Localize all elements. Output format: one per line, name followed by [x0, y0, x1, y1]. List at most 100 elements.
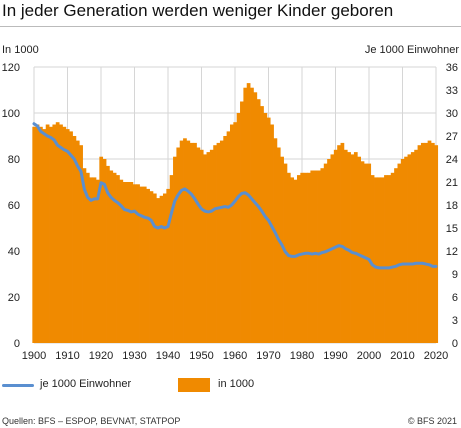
bar-1950: [199, 149, 204, 343]
bar-1993: [343, 149, 348, 343]
bar-1941: [169, 175, 174, 343]
bar-2019: [430, 142, 435, 343]
bar-1964: [246, 83, 251, 343]
bar-1973: [276, 147, 281, 343]
bar-1959: [229, 124, 234, 343]
bar-1904: [45, 124, 50, 343]
bar-1912: [72, 136, 77, 343]
x-tick-label-1980: 1980: [290, 350, 314, 362]
bar-2004: [380, 177, 385, 343]
chart-legend: je 1000 Einwohner in 1000: [0, 377, 461, 393]
bar-2001: [370, 175, 375, 343]
x-tick-label-2000: 2000: [357, 350, 381, 362]
right-tick-label-36: 36: [446, 62, 458, 74]
bar-1944: [179, 140, 184, 343]
bar-1915: [82, 168, 87, 343]
bar-1967: [256, 99, 261, 343]
bar-2014: [414, 149, 418, 343]
bar-1918: [92, 177, 97, 343]
bar-1938: [159, 195, 164, 343]
bar-1963: [243, 87, 248, 343]
legend-line-swatch: [2, 384, 34, 387]
bar-1955: [216, 142, 221, 343]
bar-1958: [226, 131, 231, 343]
title-divider: [0, 26, 461, 27]
bar-1982: [307, 172, 311, 343]
bar-1907: [55, 122, 60, 343]
legend-line-label: je 1000 Einwohner: [40, 378, 132, 390]
right-tick-label-18: 18: [446, 200, 458, 212]
copyright-note: © BFS 2021: [407, 416, 457, 426]
bar-1945: [183, 138, 187, 343]
bar-1939: [162, 193, 167, 343]
right-tick-label-30: 30: [446, 108, 458, 120]
bar-1933: [142, 186, 147, 343]
bar-2002: [374, 177, 378, 343]
bar-1937: [156, 198, 161, 343]
x-tick-label-1920: 1920: [89, 350, 113, 362]
bar-1922: [106, 165, 110, 343]
bar-1978: [293, 179, 298, 343]
bar-1984: [313, 170, 318, 343]
bar-1957: [223, 136, 228, 343]
bar-1931: [136, 184, 140, 343]
x-tick-label-1970: 1970: [256, 350, 280, 362]
bar-1903: [42, 129, 47, 343]
bar-1924: [112, 172, 117, 343]
x-tick-label-1900: 1900: [22, 350, 46, 362]
left-tick-label-60: 60: [8, 200, 20, 212]
left-tick-label-20: 20: [8, 292, 20, 304]
bar-1956: [219, 140, 224, 343]
bar-1966: [253, 92, 258, 343]
left-tick-label-80: 80: [8, 154, 20, 166]
bar-1923: [109, 170, 114, 343]
bar-1994: [347, 152, 351, 343]
bar-1974: [280, 156, 284, 343]
bar-2005: [384, 175, 388, 343]
x-tick-label-1930: 1930: [122, 350, 146, 362]
right-axis-title: Je 1000 Einwohner: [364, 44, 459, 56]
bar-1981: [303, 172, 308, 343]
bar-1985: [317, 170, 321, 343]
bar-1968: [260, 106, 264, 343]
bar-1900: [32, 126, 37, 343]
x-tick-label-2010: 2010: [390, 350, 414, 362]
bar-1917: [89, 177, 94, 343]
bar-1987: [323, 163, 328, 343]
bar-1969: [263, 113, 268, 343]
bar-1902: [39, 126, 43, 343]
left-tick-label-100: 100: [2, 108, 20, 120]
bar-1936: [152, 193, 157, 343]
bar-1976: [286, 172, 291, 343]
legend-bar-label: in 1000: [218, 378, 255, 390]
bar-1928: [126, 182, 130, 343]
bar-1999: [363, 163, 368, 343]
bar-1991: [337, 145, 341, 343]
bar-1910: [65, 129, 70, 343]
bar-1925: [116, 175, 120, 343]
bar-1929: [129, 182, 134, 343]
bar-1986: [320, 168, 325, 343]
right-tick-label-27: 27: [446, 131, 458, 143]
bar-1916: [85, 172, 90, 343]
bar-1995: [350, 154, 355, 343]
bar-2009: [397, 163, 402, 343]
bar-2006: [387, 175, 392, 343]
bar-1940: [166, 188, 171, 343]
bar-2013: [410, 152, 415, 343]
bar-1983: [310, 170, 315, 343]
bar-1992: [340, 142, 345, 343]
right-tick-label-3: 3: [452, 315, 458, 327]
x-tick-label-1910: 1910: [55, 350, 79, 362]
bar-2015: [417, 145, 422, 343]
bar-1913: [75, 140, 80, 343]
bar-2003: [377, 177, 382, 343]
chart-title: In jeder Generation werden weniger Kinde…: [2, 1, 394, 20]
bar-1946: [186, 140, 191, 343]
bar-2008: [394, 168, 398, 343]
bar-1906: [52, 124, 57, 343]
right-tick-label-9: 9: [452, 269, 458, 281]
bar-1934: [146, 188, 150, 343]
right-tick-label-24: 24: [446, 154, 458, 166]
